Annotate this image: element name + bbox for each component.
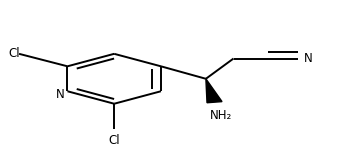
- Polygon shape: [206, 79, 222, 103]
- Text: NH₂: NH₂: [210, 109, 233, 122]
- Text: Cl: Cl: [9, 46, 20, 60]
- Text: N: N: [56, 88, 65, 101]
- Text: Cl: Cl: [108, 134, 120, 147]
- Text: N: N: [304, 51, 313, 65]
